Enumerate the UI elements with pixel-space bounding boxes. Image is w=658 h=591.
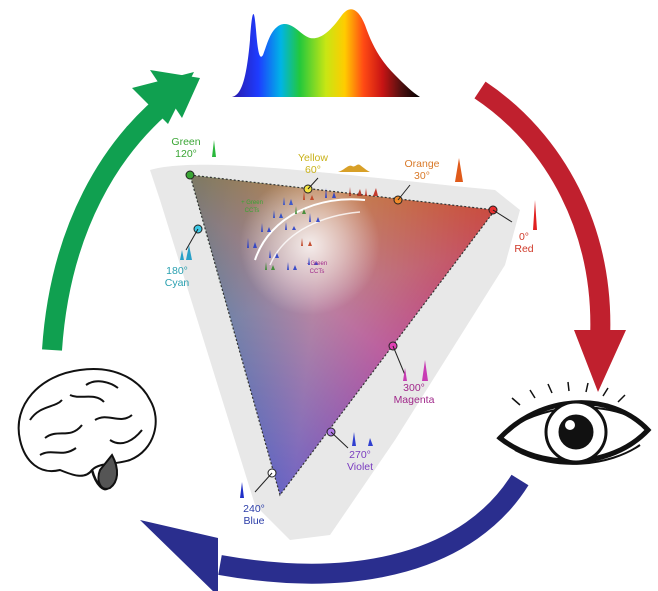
violet-spectrum-icon bbox=[350, 432, 373, 446]
green-spectrum-icon bbox=[208, 140, 236, 157]
green-cycle-arrow bbox=[42, 70, 200, 351]
label-minus-ccts: CCTs bbox=[310, 269, 325, 275]
hue-markers bbox=[185, 170, 513, 493]
eye-icon bbox=[496, 381, 652, 465]
label-red-name: Red bbox=[514, 243, 533, 255]
planckian-locus bbox=[254, 198, 366, 261]
red-spectrum-icon bbox=[530, 200, 541, 230]
blue-spectrum-icon bbox=[238, 482, 247, 498]
label-violet-degree: 270° bbox=[349, 449, 371, 461]
label-magenta-degree: 300° bbox=[403, 382, 425, 394]
spectrum-icon bbox=[232, 9, 420, 98]
label-blue-degree: 240° bbox=[243, 503, 265, 515]
label-green-degree: 120° bbox=[175, 148, 197, 160]
red-cycle-arrow bbox=[474, 81, 626, 392]
label-orange-name: Orange bbox=[404, 158, 439, 170]
blue-cycle-arrow bbox=[140, 474, 529, 591]
magenta-spectrum-icon bbox=[400, 360, 428, 381]
label-plus-green: + Green bbox=[241, 200, 263, 206]
label-red-degree: 0° bbox=[519, 231, 529, 243]
cyan-spectrum-icon bbox=[176, 245, 195, 260]
cct-spectra bbox=[244, 187, 378, 270]
label-cyan-name: Cyan bbox=[165, 277, 190, 289]
label-green-name: Green bbox=[171, 136, 200, 148]
label-plus-ccts: CCTs bbox=[245, 208, 260, 214]
hue-spectra bbox=[176, 140, 541, 498]
label-violet-name: Violet bbox=[347, 461, 373, 473]
label-yellow-degree: 60° bbox=[305, 164, 321, 176]
yellow-spectrum-icon bbox=[338, 164, 370, 172]
brain-icon bbox=[17, 368, 157, 491]
label-minus-green: - Green bbox=[307, 261, 327, 267]
label-cyan-degree: 180° bbox=[166, 265, 188, 277]
marker-green bbox=[185, 170, 195, 180]
orange-spectrum-icon bbox=[449, 158, 470, 182]
label-orange-degree: 30° bbox=[414, 170, 430, 182]
label-magenta-name: Magenta bbox=[394, 394, 435, 406]
label-blue-name: Blue bbox=[243, 515, 264, 527]
label-yellow-name: Yellow bbox=[298, 152, 328, 164]
planckian-locus-inner bbox=[269, 211, 361, 266]
